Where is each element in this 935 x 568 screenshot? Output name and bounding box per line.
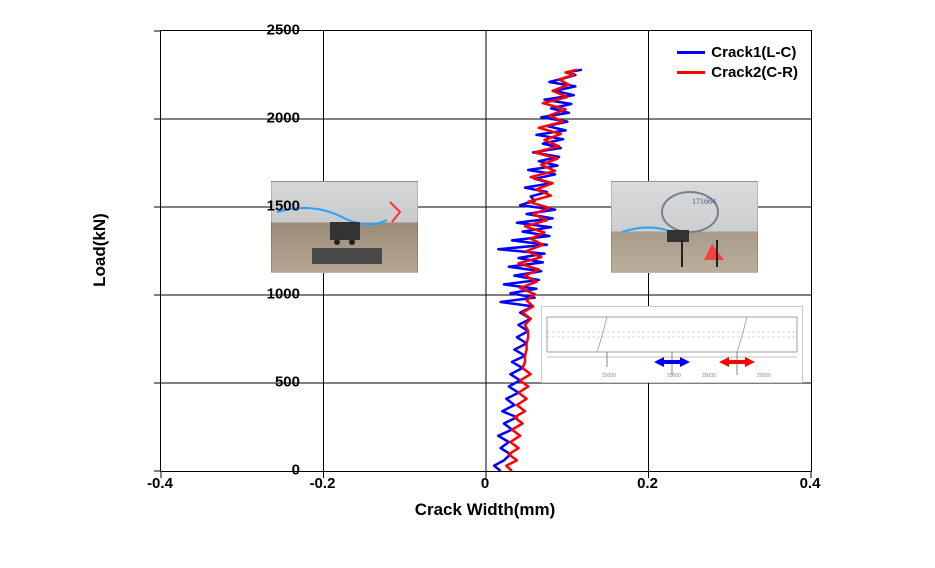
- y-tick-label: 2000: [240, 110, 300, 127]
- y-tick-label: 0: [240, 462, 300, 479]
- x-tick-label: 0: [455, 475, 515, 492]
- svg-text:20000: 20000: [602, 373, 616, 379]
- inset-diagram: 20000 20000 20000 20000: [541, 306, 803, 383]
- photo-annotation: 171664: [692, 197, 716, 206]
- load-vs-crackwidth-chart: Load(kN) Crack Width(mm) 171664: [80, 20, 880, 520]
- legend-item-crack2: Crack2(C-R): [677, 64, 798, 81]
- x-tick-label: -0.4: [130, 475, 190, 492]
- svg-text:20000: 20000: [702, 373, 716, 379]
- legend-label: Crack2(C-R): [711, 64, 798, 81]
- x-tick-label: -0.2: [293, 475, 353, 492]
- legend-label: Crack1(L-C): [711, 44, 796, 61]
- y-tick-label: 2500: [240, 22, 300, 39]
- svg-text:20000: 20000: [757, 373, 771, 379]
- y-axis-label: Load(kN): [90, 213, 110, 287]
- inset-photo-left: [271, 181, 418, 273]
- x-axis-label: Crack Width(mm): [415, 500, 556, 520]
- legend: Crack1(L-C) Crack2(C-R): [669, 36, 806, 89]
- y-tick-label: 1500: [240, 198, 300, 215]
- y-tick-label: 1000: [240, 286, 300, 303]
- svg-text:20000: 20000: [667, 373, 681, 379]
- x-tick-label: 0.2: [618, 475, 678, 492]
- x-tick-label: 0.4: [780, 475, 840, 492]
- y-tick-label: 500: [240, 374, 300, 391]
- inset-photo-right: 171664: [611, 181, 758, 273]
- plot-area: 171664: [160, 30, 812, 472]
- legend-item-crack1: Crack1(L-C): [677, 44, 798, 61]
